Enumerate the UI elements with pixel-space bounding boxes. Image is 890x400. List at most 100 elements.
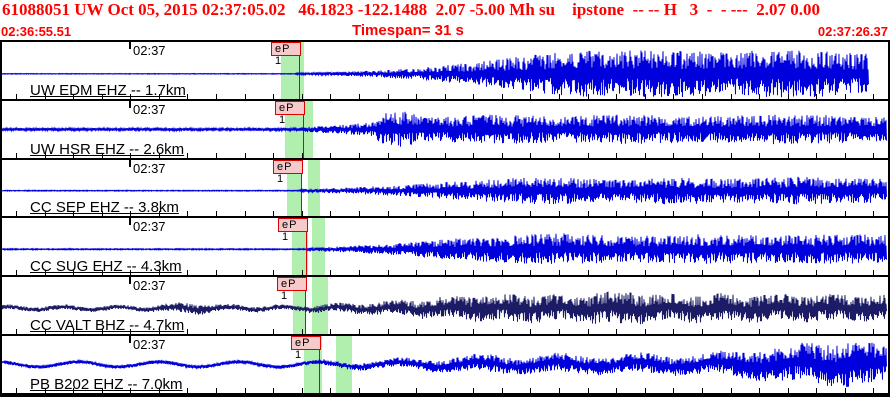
second-tick <box>473 211 475 217</box>
second-tick <box>816 211 818 217</box>
second-tick <box>73 211 75 217</box>
second-tick <box>387 270 389 276</box>
second-tick <box>559 93 561 99</box>
minute-label: 02:37 <box>133 336 166 352</box>
second-tick <box>616 152 618 158</box>
phase-pick-label[interactable]: eP 1 <box>273 159 303 185</box>
trace-row[interactable]: 02:37 eP 1 CC SUG EHZ -- 4.3km <box>2 218 888 278</box>
phase-pick-label[interactable]: eP 1 <box>271 42 301 67</box>
pick-time-line[interactable] <box>319 335 321 393</box>
second-tick <box>44 328 46 334</box>
second-tick <box>330 93 332 99</box>
second-tick <box>559 270 561 276</box>
second-tick <box>387 93 389 99</box>
second-tick <box>673 152 675 158</box>
second-tick <box>759 328 761 334</box>
second-tick <box>501 270 503 276</box>
second-tick <box>101 211 103 217</box>
trace-row[interactable]: 02:37 eP 1 UW HSR EHZ -- 2.6km <box>2 100 888 160</box>
second-tick <box>301 270 303 276</box>
second-tick <box>644 152 646 158</box>
second-tick <box>158 387 160 393</box>
minute-tick <box>129 159 131 167</box>
station-label: CC SUG EHZ -- 4.3km <box>30 258 182 276</box>
second-tick <box>244 211 246 217</box>
second-tick <box>187 211 189 217</box>
second-tick <box>273 93 275 99</box>
minute-label: 02:37 <box>133 43 166 58</box>
second-tick <box>244 387 246 393</box>
second-tick <box>216 93 218 99</box>
second-tick <box>844 387 846 393</box>
second-tick <box>730 387 732 393</box>
second-tick <box>358 152 360 158</box>
phase-pick-label[interactable]: eP 1 <box>277 277 307 302</box>
second-tick <box>44 211 46 217</box>
trace-row[interactable]: 02:37 eP 1 UW EDM EHZ -- 1.7km <box>2 42 888 101</box>
second-tick <box>158 211 160 217</box>
second-tick <box>473 387 475 393</box>
pick-window-band <box>304 335 322 393</box>
second-tick <box>187 93 189 99</box>
second-tick <box>187 152 189 158</box>
second-tick <box>158 328 160 334</box>
second-tick <box>416 387 418 393</box>
second-tick <box>644 270 646 276</box>
second-tick <box>301 152 303 158</box>
second-tick <box>844 270 846 276</box>
second-tick <box>759 211 761 217</box>
pick-window-band <box>312 277 328 334</box>
second-tick <box>787 387 789 393</box>
second-tick <box>473 270 475 276</box>
waveform-trace[interactable] <box>2 277 888 334</box>
second-tick <box>101 328 103 334</box>
second-tick <box>358 93 360 99</box>
second-tick <box>644 387 646 393</box>
second-tick <box>587 270 589 276</box>
second-tick <box>244 328 246 334</box>
trace-row[interactable]: 02:37 eP 1 CC SEP EHZ -- 3.8km <box>2 159 888 219</box>
second-tick <box>787 152 789 158</box>
waveform-trace[interactable] <box>2 101 888 158</box>
second-tick <box>673 328 675 334</box>
pick-time-line[interactable] <box>306 218 308 276</box>
second-tick <box>73 270 75 276</box>
time-bar: 02:36:55.51 Timespan= 31 s 02:37:26.37 <box>0 20 890 39</box>
waveform-trace[interactable] <box>2 336 888 393</box>
trace-row[interactable]: 02:37 eP 1 CC VALT BHZ -- 4.7km <box>2 277 888 336</box>
second-tick <box>530 328 532 334</box>
second-tick <box>44 387 46 393</box>
pick-time-line[interactable] <box>305 277 307 334</box>
second-tick <box>130 387 132 393</box>
second-tick <box>16 270 17 276</box>
trace-row[interactable]: 02:37 eP 1 PB B202 EHZ -- 7.0km <box>2 335 888 395</box>
pick-time-line[interactable] <box>299 42 301 99</box>
second-tick <box>501 387 503 393</box>
window-end-time: 02:37:26.37 <box>817 24 888 39</box>
second-tick <box>701 328 703 334</box>
waveform-trace[interactable] <box>2 160 888 217</box>
second-tick <box>130 328 132 334</box>
second-tick <box>644 93 646 99</box>
station-label: CC SEP EHZ -- 3.8km <box>30 199 179 217</box>
second-tick <box>501 211 503 217</box>
waveform-trace[interactable] <box>2 218 888 275</box>
phase-pick-label[interactable]: eP 1 <box>291 335 321 361</box>
station-label: UW HSR EHZ -- 2.6km <box>30 140 185 158</box>
phase-pick-label[interactable]: eP 1 <box>278 218 308 243</box>
second-tick <box>816 93 818 99</box>
second-tick <box>787 211 789 217</box>
phase-pick-label[interactable]: eP 1 <box>275 100 305 126</box>
second-tick <box>644 328 646 334</box>
pick-time-line[interactable] <box>301 159 303 217</box>
second-tick <box>501 152 503 158</box>
waveform-trace[interactable] <box>2 42 888 99</box>
second-tick <box>130 152 132 158</box>
second-tick <box>358 211 360 217</box>
second-tick <box>816 270 818 276</box>
second-tick <box>416 270 418 276</box>
second-tick <box>387 152 389 158</box>
second-tick <box>330 387 332 393</box>
second-tick <box>101 387 103 393</box>
second-tick <box>559 211 561 217</box>
